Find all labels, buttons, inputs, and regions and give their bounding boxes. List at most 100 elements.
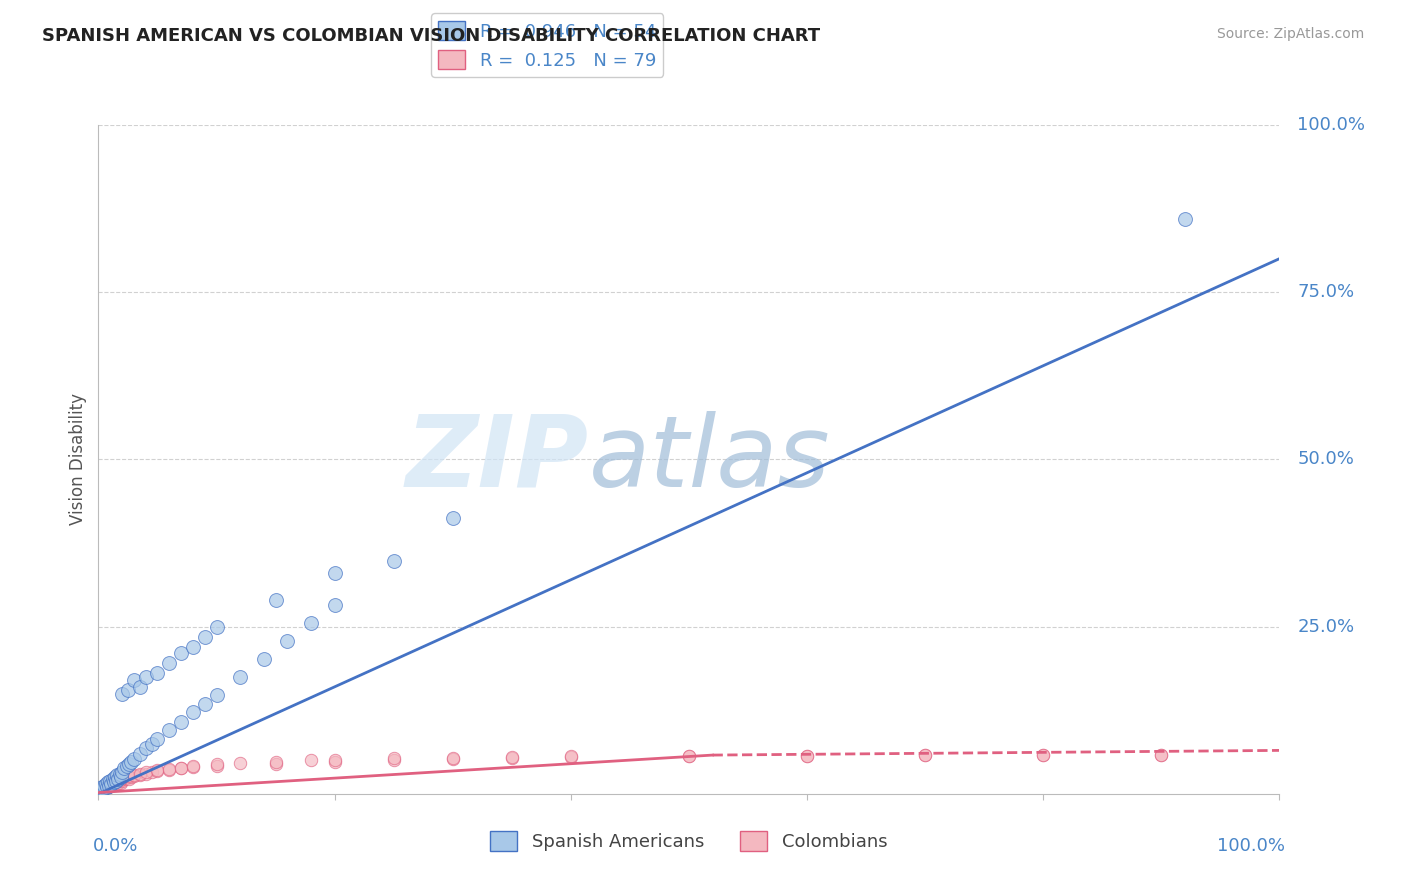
- Point: [205, 758, 228, 772]
- Point: [108, 772, 131, 787]
- Point: [121, 770, 143, 784]
- Point: [122, 673, 145, 687]
- Point: [1150, 747, 1173, 762]
- Point: [107, 772, 129, 787]
- Point: [205, 688, 228, 702]
- Point: [382, 753, 405, 767]
- Point: [97, 774, 120, 789]
- Point: [104, 778, 127, 792]
- Point: [93, 780, 115, 795]
- Point: [107, 775, 129, 789]
- Text: 100.0%: 100.0%: [1218, 838, 1285, 855]
- Point: [141, 765, 163, 780]
- Text: 75.0%: 75.0%: [1298, 283, 1354, 301]
- Point: [96, 779, 118, 793]
- Point: [141, 737, 163, 751]
- Point: [111, 687, 134, 701]
- Point: [98, 779, 121, 793]
- Text: Source: ZipAtlas.com: Source: ZipAtlas.com: [1216, 27, 1364, 41]
- Point: [323, 599, 346, 613]
- Point: [103, 776, 125, 790]
- Point: [299, 753, 322, 767]
- Point: [108, 766, 131, 781]
- Point: [157, 763, 180, 777]
- Point: [157, 723, 180, 738]
- Point: [146, 731, 169, 746]
- Point: [98, 779, 121, 793]
- Point: [104, 770, 127, 784]
- Point: [796, 748, 818, 763]
- Point: [128, 680, 150, 694]
- Point: [229, 670, 252, 684]
- Point: [253, 651, 276, 665]
- Point: [170, 646, 193, 660]
- Point: [98, 778, 121, 792]
- Point: [678, 748, 700, 763]
- Point: [91, 780, 114, 795]
- Point: [441, 751, 464, 765]
- Point: [122, 768, 145, 782]
- Point: [1032, 747, 1054, 762]
- Point: [299, 616, 322, 631]
- Point: [170, 762, 193, 776]
- Point: [100, 777, 122, 791]
- Point: [1150, 747, 1173, 762]
- Point: [323, 566, 346, 581]
- Point: [112, 772, 135, 787]
- Point: [93, 780, 115, 795]
- Point: [105, 777, 128, 791]
- Text: atlas: atlas: [589, 411, 830, 508]
- Text: ZIP: ZIP: [405, 411, 589, 508]
- Point: [115, 771, 138, 785]
- Point: [205, 619, 228, 633]
- Point: [115, 758, 138, 772]
- Point: [678, 749, 700, 764]
- Point: [96, 780, 118, 794]
- Point: [111, 765, 134, 780]
- Point: [1032, 747, 1054, 762]
- Point: [157, 657, 180, 671]
- Point: [914, 747, 936, 762]
- Text: 100.0%: 100.0%: [1298, 116, 1365, 134]
- Point: [128, 766, 150, 781]
- Point: [94, 781, 117, 796]
- Point: [181, 640, 204, 654]
- Point: [118, 756, 141, 771]
- Point: [560, 749, 582, 764]
- Point: [105, 773, 128, 788]
- Point: [323, 755, 346, 769]
- Point: [98, 778, 121, 792]
- Point: [441, 752, 464, 766]
- Text: 50.0%: 50.0%: [1298, 450, 1354, 468]
- Point: [110, 770, 132, 784]
- Point: [501, 751, 523, 765]
- Point: [103, 774, 125, 789]
- Point: [181, 705, 204, 719]
- Point: [194, 630, 217, 644]
- Point: [135, 670, 157, 684]
- Point: [118, 772, 141, 787]
- Point: [91, 782, 114, 797]
- Point: [914, 747, 936, 762]
- Point: [122, 769, 145, 784]
- Point: [264, 755, 287, 769]
- Point: [101, 778, 124, 792]
- Point: [111, 772, 134, 786]
- Point: [96, 780, 118, 795]
- Point: [91, 781, 114, 796]
- Point: [146, 764, 169, 778]
- Point: [117, 769, 139, 784]
- Point: [157, 762, 180, 776]
- Text: SPANISH AMERICAN VS COLOMBIAN VISION DISABILITY CORRELATION CHART: SPANISH AMERICAN VS COLOMBIAN VISION DIS…: [42, 27, 820, 45]
- Point: [105, 774, 128, 789]
- Point: [101, 772, 124, 787]
- Point: [90, 783, 112, 797]
- Legend: Spanish Americans, Colombians: Spanish Americans, Colombians: [484, 824, 894, 858]
- Point: [121, 755, 143, 769]
- Point: [264, 756, 287, 771]
- Point: [112, 762, 135, 776]
- Point: [501, 750, 523, 764]
- Point: [98, 773, 121, 788]
- Point: [91, 783, 114, 797]
- Point: [111, 773, 134, 788]
